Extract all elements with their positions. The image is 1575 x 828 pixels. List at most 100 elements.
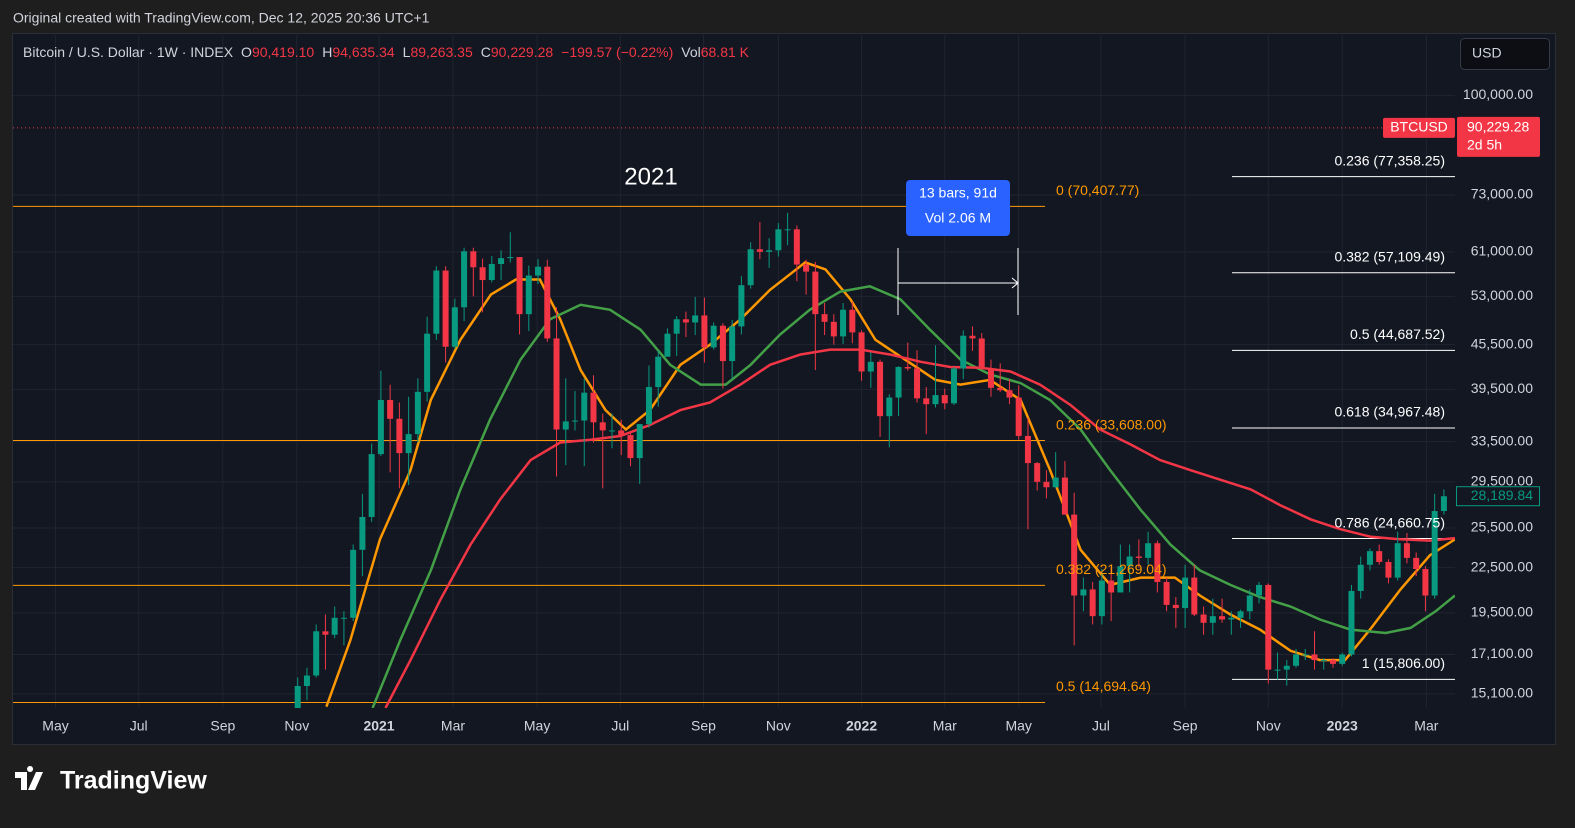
fib-label: 0.236 (77,358.25)	[1334, 152, 1445, 168]
fib-label: 0 (70,407.77)	[1056, 182, 1139, 198]
currency-label[interactable]: USD	[1472, 45, 1502, 61]
candle-body	[941, 395, 948, 404]
y-tick-label: 33,500.00	[1471, 432, 1533, 448]
measure-range	[897, 248, 1019, 315]
x-tick-label: 2022	[846, 718, 877, 734]
credit: Original created with TradingView.com, D…	[13, 10, 430, 26]
y-tick-label: 15,100.00	[1471, 685, 1533, 701]
plot	[13, 127, 1455, 708]
candle-body	[1219, 616, 1226, 620]
candle-body	[396, 418, 403, 454]
y-tick-label: 45,500.00	[1471, 335, 1533, 351]
logo: TradingView	[15, 766, 207, 795]
candle-body	[1413, 557, 1420, 569]
fib-label: 0.5 (14,694.64)	[1056, 678, 1151, 694]
candle-body	[636, 424, 643, 459]
candle-body	[461, 251, 468, 308]
x-tick-label: May	[42, 718, 68, 734]
candle-body	[488, 264, 495, 281]
candle-body	[1246, 595, 1253, 612]
candle-body	[608, 430, 615, 432]
c-label: C	[481, 44, 491, 60]
candle-body	[682, 319, 689, 323]
candle-body	[692, 315, 699, 323]
candle-body	[1080, 589, 1087, 596]
fib-label: 0.382 (57,109.49)	[1334, 248, 1445, 264]
y-tick-label: 17,100.00	[1471, 645, 1533, 661]
x-tick-label: Nov	[766, 718, 791, 734]
candle-body	[1320, 660, 1327, 662]
candle-body	[572, 420, 579, 422]
candle-body	[516, 257, 523, 315]
candle-body	[1052, 477, 1059, 488]
candle-body	[340, 617, 347, 619]
candle-body	[997, 387, 1004, 391]
measure-bars: 13 bars, 91d	[919, 185, 997, 201]
fib-label: 1 (15,806.00)	[1362, 655, 1445, 671]
candle-body	[655, 356, 662, 388]
candle-body	[553, 338, 560, 430]
candle-body	[1256, 584, 1263, 596]
candle-body	[1228, 617, 1235, 620]
candle-body	[1117, 566, 1124, 593]
x-tick-label: Jul	[611, 718, 629, 734]
candle-body	[377, 400, 384, 455]
candle-body	[1172, 604, 1179, 609]
candle-body	[470, 251, 477, 268]
candle-body	[1200, 614, 1207, 623]
candle-body	[710, 325, 717, 348]
candle-body	[1376, 551, 1383, 563]
h-label: H	[322, 44, 332, 60]
candle-body	[1366, 551, 1373, 565]
candle-body	[590, 392, 597, 423]
candle-body	[840, 309, 847, 337]
candle-body	[1191, 577, 1198, 615]
candle-body	[498, 258, 505, 265]
candle-body	[914, 368, 921, 399]
candle-body	[525, 275, 532, 315]
candle-body	[886, 397, 893, 417]
candle-body	[664, 333, 671, 357]
y-tick-label: 61,000.00	[1471, 243, 1533, 259]
candle-body	[701, 315, 708, 348]
close-tag-label: 28,189.84	[1471, 487, 1533, 503]
x-tick-label: Jul	[130, 718, 148, 734]
x-tick-label: Jul	[1092, 718, 1110, 734]
candle-body	[784, 229, 791, 231]
legend: Bitcoin / U.S. Dollar · 1W · INDEX O90,41…	[23, 44, 750, 60]
moving-average	[325, 260, 1455, 708]
y-tick-label: 73,000.00	[1471, 186, 1533, 202]
candle-body	[1293, 654, 1300, 666]
x-tick-label: Mar	[441, 718, 465, 734]
fib-label: 0.618 (34,967.48)	[1334, 404, 1445, 420]
candle-body	[1061, 477, 1068, 515]
annotation: 2021	[624, 163, 677, 190]
candle-body	[1422, 568, 1429, 596]
candle-body	[350, 549, 357, 618]
fib-label: 0.382 (21,269.04)	[1056, 561, 1167, 577]
candle-body	[313, 631, 320, 676]
symbol-tag-label: BTCUSD	[1390, 119, 1448, 135]
candle-body	[1237, 611, 1244, 618]
x-tick-label: 2021	[363, 718, 394, 734]
candle-body	[1006, 390, 1013, 398]
symbol: Bitcoin / U.S. Dollar · 1W · INDEX	[23, 44, 234, 60]
candle-body	[1348, 590, 1355, 655]
x-tick-label: Mar	[1414, 718, 1438, 734]
candle-body	[414, 391, 421, 435]
candle-body	[932, 395, 939, 405]
candle-body	[1089, 589, 1096, 617]
candle-body	[359, 516, 366, 550]
candle-body	[535, 266, 542, 276]
candle-body	[877, 361, 884, 417]
candle-body	[1098, 580, 1105, 617]
candle-body	[987, 368, 994, 388]
close-tag	[1456, 486, 1540, 507]
candle-body	[756, 249, 763, 252]
candle-body	[775, 229, 782, 251]
candle-body	[479, 267, 486, 281]
currency-button[interactable]	[1460, 38, 1550, 70]
countdown: 2d 5h	[1467, 137, 1502, 153]
candle-body	[322, 631, 329, 635]
candle-body	[719, 325, 726, 362]
